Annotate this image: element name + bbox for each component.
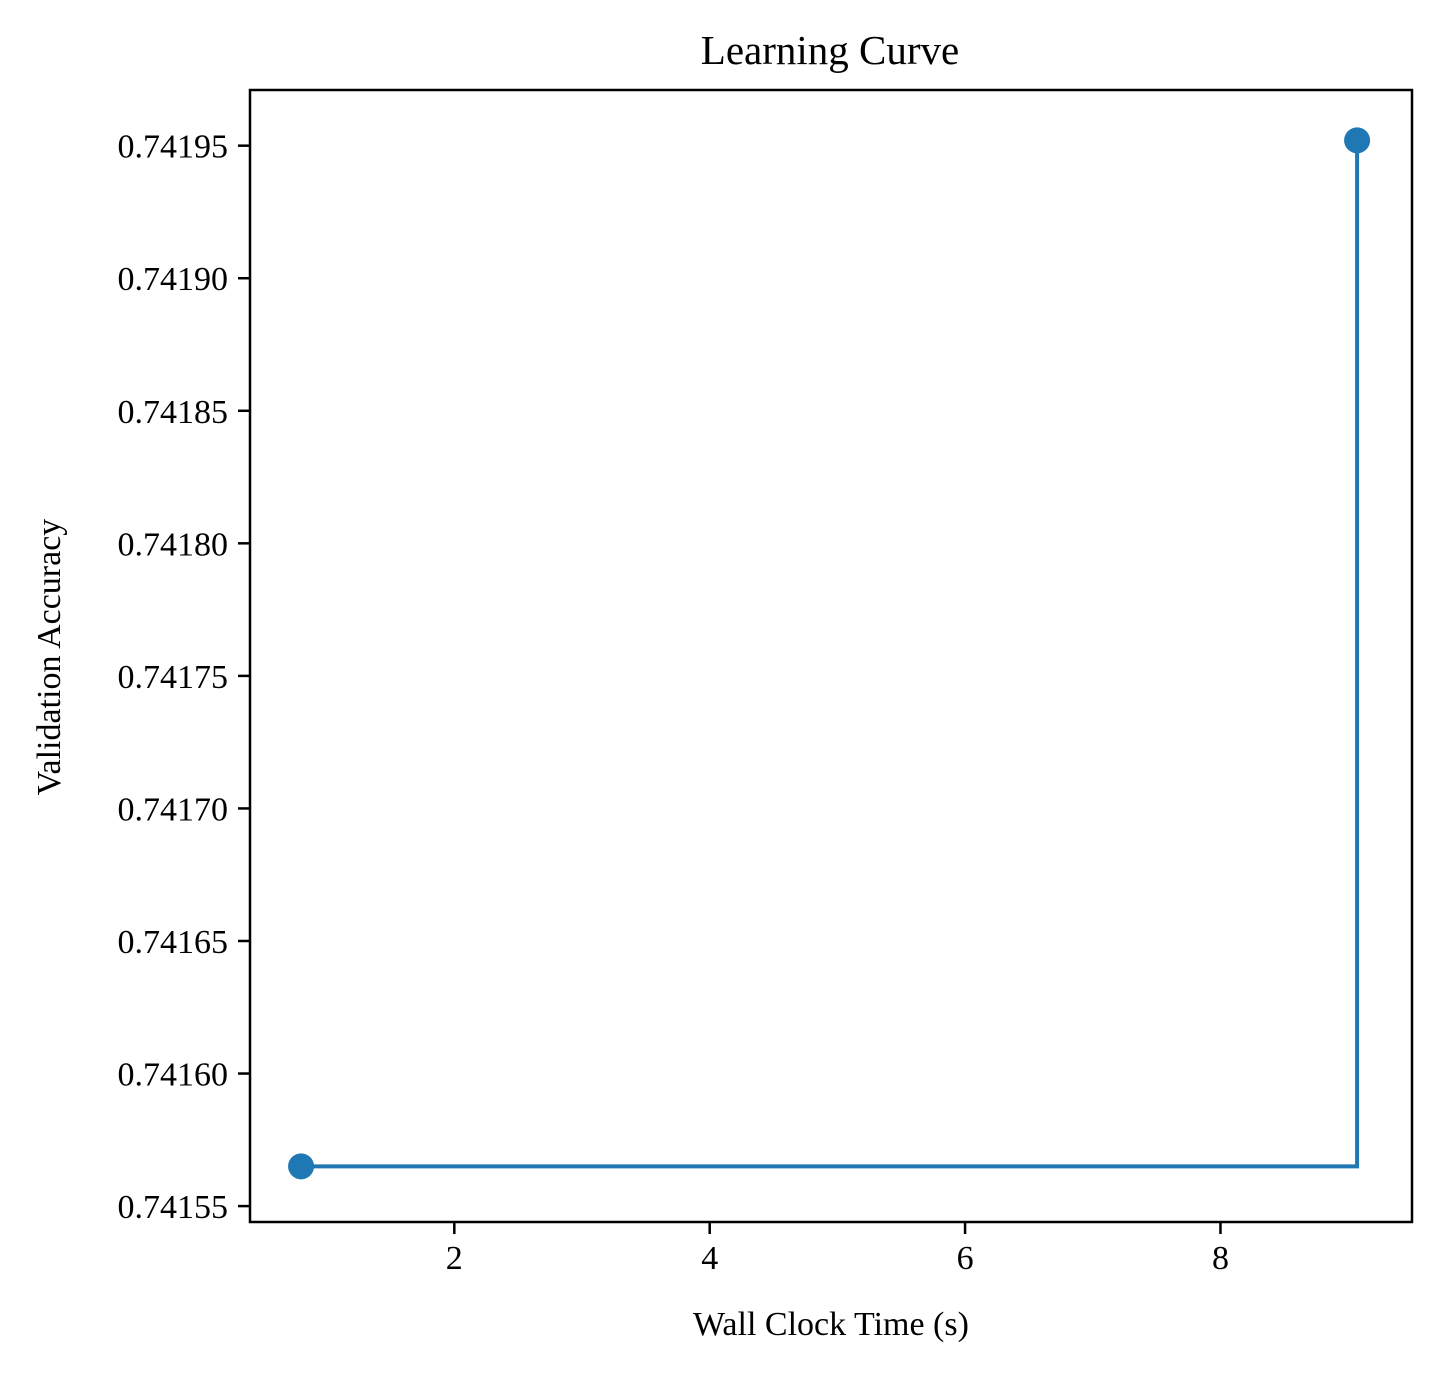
y-tick-label: 0.74175 [118, 659, 229, 696]
x-tick-label: 6 [957, 1240, 974, 1277]
y-tick-label: 0.74190 [118, 261, 229, 298]
y-tick-label: 0.74180 [118, 526, 229, 563]
plot-area-frame [248, 88, 1414, 1224]
x-axis-title: Wall Clock Time (s) [693, 1306, 969, 1343]
chart-title: Learning Curve [701, 27, 959, 73]
series-line [301, 140, 1360, 1169]
data-point [288, 1153, 315, 1180]
x-tick-label: 2 [446, 1240, 463, 1277]
y-tick-label: 0.74155 [118, 1189, 229, 1226]
x-tick-label: 8 [1212, 1240, 1229, 1277]
x-axis: 2 4 6 8 [446, 1222, 1229, 1277]
y-tick-label: 0.74195 [118, 129, 229, 166]
y-tick-label: 0.74160 [118, 1057, 229, 1094]
y-tick-label: 0.74170 [118, 791, 229, 828]
data-point [1344, 127, 1371, 154]
x-tick-label: 4 [701, 1240, 718, 1277]
y-tick-label: 0.74185 [118, 394, 229, 431]
y-axis-title: Validation Accuracy [31, 519, 68, 796]
series-layer [288, 127, 1371, 1180]
y-axis: 0.74155 0.74160 0.74165 0.74170 0.74175 0.741… [118, 129, 250, 1226]
y-tick-label: 0.74165 [118, 924, 229, 961]
